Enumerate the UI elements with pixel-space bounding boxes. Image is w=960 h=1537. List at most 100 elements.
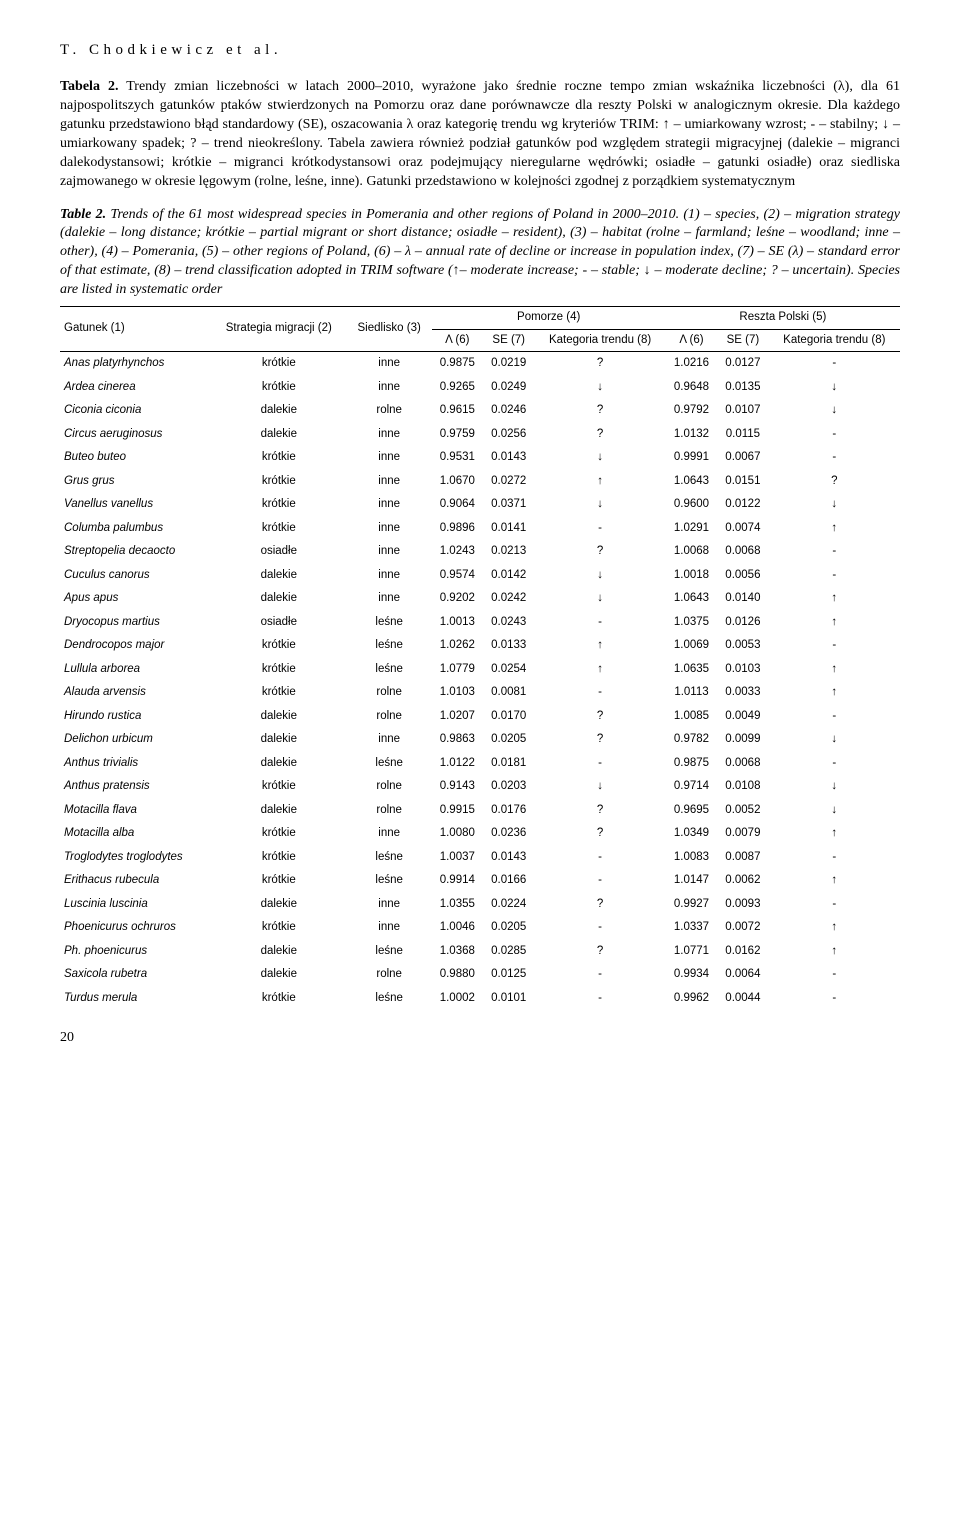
- table-cell: ?: [534, 705, 665, 729]
- table-cell: -: [769, 540, 900, 564]
- table-cell: rolne: [347, 963, 432, 987]
- table-cell: 1.0643: [666, 587, 717, 611]
- table-cell: 0.0099: [717, 728, 768, 752]
- table-cell: 1.0368: [432, 940, 483, 964]
- table-cell: ↓: [769, 376, 900, 400]
- table-cell: Lullula arborea: [60, 658, 211, 682]
- table-cell: 0.9875: [432, 352, 483, 376]
- table-cell: dalekie: [211, 940, 347, 964]
- table-cell: Streptopelia decaocto: [60, 540, 211, 564]
- table-cell: 0.0151: [717, 470, 768, 494]
- table-cell: leśne: [347, 987, 432, 1011]
- table-cell: 0.9714: [666, 775, 717, 799]
- table-row: Dryocopus martiusosiadłeleśne1.00130.024…: [60, 611, 900, 635]
- col-species: Gatunek (1): [60, 307, 211, 352]
- table-cell: 0.0170: [483, 705, 534, 729]
- caption-label-pl: Tabela 2.: [60, 79, 118, 94]
- table-cell: 0.0272: [483, 470, 534, 494]
- table-cell: -: [769, 705, 900, 729]
- table-cell: Motacilla alba: [60, 822, 211, 846]
- table-cell: 0.9991: [666, 446, 717, 470]
- table-cell: 0.0256: [483, 423, 534, 447]
- table-cell: rolne: [347, 799, 432, 823]
- table-row: Dendrocopos majorkrótkieleśne1.02620.013…: [60, 634, 900, 658]
- table-cell: ↓: [534, 564, 665, 588]
- table-cell: 0.9759: [432, 423, 483, 447]
- table-cell: leśne: [347, 611, 432, 635]
- table-row: Streptopelia decaoctoosiadłeinne1.02430.…: [60, 540, 900, 564]
- table-cell: -: [769, 846, 900, 870]
- table-cell: ↓: [534, 493, 665, 517]
- table-cell: 1.0013: [432, 611, 483, 635]
- table-cell: dalekie: [211, 399, 347, 423]
- table-cell: 0.9915: [432, 799, 483, 823]
- table-cell: krótkie: [211, 658, 347, 682]
- table-cell: 1.0355: [432, 893, 483, 917]
- table-cell: 0.0133: [483, 634, 534, 658]
- table-cell: 0.9875: [666, 752, 717, 776]
- table-cell: Circus aeruginosus: [60, 423, 211, 447]
- table-cell: leśne: [347, 869, 432, 893]
- table-cell: ?: [534, 940, 665, 964]
- table-cell: 1.0083: [666, 846, 717, 870]
- table-cell: 0.0074: [717, 517, 768, 541]
- table-cell: krótkie: [211, 681, 347, 705]
- table-cell: Dendrocopos major: [60, 634, 211, 658]
- table-cell: 1.0375: [666, 611, 717, 635]
- table-cell: 0.0081: [483, 681, 534, 705]
- table-cell: 0.0122: [717, 493, 768, 517]
- table-cell: -: [769, 564, 900, 588]
- table-cell: ↑: [769, 869, 900, 893]
- table-row: Erithacus rubeculakrótkieleśne0.99140.01…: [60, 869, 900, 893]
- table-cell: krótkie: [211, 987, 347, 1011]
- table-cell: 1.0243: [432, 540, 483, 564]
- table-cell: 1.0132: [666, 423, 717, 447]
- table-cell: krótkie: [211, 470, 347, 494]
- table-cell: ↓: [534, 587, 665, 611]
- table-cell: 0.9782: [666, 728, 717, 752]
- table-cell: 0.9265: [432, 376, 483, 400]
- table-cell: Cuculus canorus: [60, 564, 211, 588]
- table-cell: ?: [534, 352, 665, 376]
- table-cell: ?: [534, 893, 665, 917]
- table-cell: 0.0236: [483, 822, 534, 846]
- table-cell: ?: [534, 399, 665, 423]
- table-row: Troglodytes troglodyteskrótkieleśne1.003…: [60, 846, 900, 870]
- table-cell: ↓: [769, 775, 900, 799]
- table-cell: Grus grus: [60, 470, 211, 494]
- table-cell: dalekie: [211, 728, 347, 752]
- caption-text-en: Trends of the 61 most widespread species…: [60, 207, 900, 298]
- table-cell: 0.9792: [666, 399, 717, 423]
- table-cell: 0.0142: [483, 564, 534, 588]
- table-cell: 0.0126: [717, 611, 768, 635]
- table-cell: 0.0213: [483, 540, 534, 564]
- table-cell: 0.0143: [483, 846, 534, 870]
- table-row: Grus gruskrótkieinne1.06700.0272↑1.06430…: [60, 470, 900, 494]
- col-group-rest: Reszta Polski (5): [666, 307, 900, 330]
- table-cell: krótkie: [211, 446, 347, 470]
- col-trend-1: Kategoria trendu (8): [534, 329, 665, 352]
- table-cell: inne: [347, 893, 432, 917]
- table-cell: ↑: [769, 681, 900, 705]
- caption-label-en: Table 2.: [60, 207, 106, 222]
- table-cell: inne: [347, 423, 432, 447]
- table-cell: leśne: [347, 846, 432, 870]
- running-head: T. Chodkiewicz et al.: [60, 40, 900, 60]
- table-row: Delichon urbicumdalekieinne0.98630.0205?…: [60, 728, 900, 752]
- table-cell: -: [769, 423, 900, 447]
- table-cell: 0.0064: [717, 963, 768, 987]
- table-cell: 0.0053: [717, 634, 768, 658]
- table-cell: dalekie: [211, 423, 347, 447]
- table-row: Phoenicurus ochruroskrótkieinne1.00460.0…: [60, 916, 900, 940]
- table-cell: 0.9880: [432, 963, 483, 987]
- table-cell: dalekie: [211, 705, 347, 729]
- table-cell: -: [769, 752, 900, 776]
- table-cell: inne: [347, 822, 432, 846]
- table-cell: ?: [534, 799, 665, 823]
- table-cell: -: [769, 893, 900, 917]
- table-cell: inne: [347, 470, 432, 494]
- table-cell: 0.0162: [717, 940, 768, 964]
- table-cell: 1.0349: [666, 822, 717, 846]
- col-lambda-2: Λ (6): [666, 329, 717, 352]
- table-row: Ph. phoenicurusdalekieleśne1.03680.0285?…: [60, 940, 900, 964]
